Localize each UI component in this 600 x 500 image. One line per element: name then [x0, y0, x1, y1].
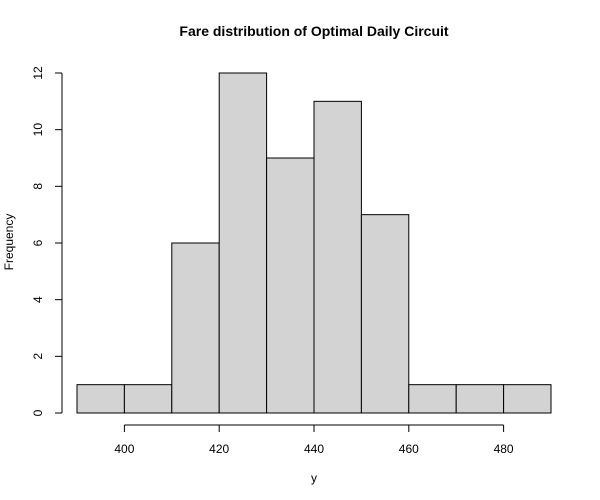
histogram-bar-4 [266, 157, 315, 414]
y-tick-label: 2 [31, 353, 45, 360]
histogram-bar-2 [171, 242, 220, 414]
y-tick-label: 10 [31, 123, 45, 137]
histogram-bar-3 [218, 72, 268, 414]
y-axis-label: Frequency [2, 214, 16, 271]
histogram-bar-7 [408, 384, 457, 414]
histogram-bar-1 [123, 384, 173, 414]
histogram-bar-9 [503, 384, 552, 414]
histogram-bar-8 [455, 384, 505, 414]
y-tick-label: 12 [31, 66, 45, 80]
y-tick-label: 6 [31, 239, 45, 246]
histogram-bar-5 [313, 100, 362, 414]
histogram-bar-6 [360, 214, 410, 414]
y-tick-label: 8 [31, 183, 45, 190]
x-tick-label: 400 [114, 442, 134, 456]
histogram-bar-0 [76, 384, 125, 414]
y-tick-label: 0 [31, 409, 45, 416]
y-tick-label: 4 [31, 296, 45, 303]
y-axis: 0 2 4 6 8 10 12 [31, 66, 63, 416]
x-tick-label: 440 [304, 442, 324, 456]
x-tick-label: 480 [494, 442, 514, 456]
x-tick-label: 420 [209, 442, 229, 456]
x-axis-label: y [311, 471, 317, 485]
x-tick-label: 460 [399, 442, 419, 456]
x-axis: 400 420 440 460 480 [114, 424, 514, 456]
chart-title: Fare distribution of Optimal Daily Circu… [179, 23, 448, 39]
bars-group [76, 72, 552, 414]
